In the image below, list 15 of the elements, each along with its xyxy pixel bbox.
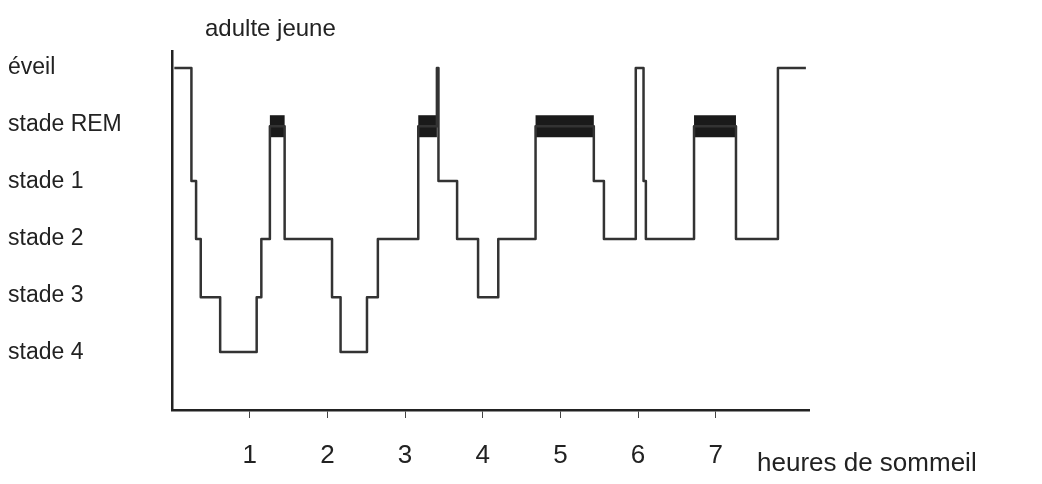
x-tick-label: 3 <box>397 438 413 469</box>
text: éveil <box>8 53 56 80</box>
x-tick-label: 4 <box>475 438 490 469</box>
x-tick-label: 6 <box>630 438 646 469</box>
x-tick-label: 7 <box>708 438 724 469</box>
chart-title: adulte jeune <box>205 14 336 42</box>
text: stade 3 <box>8 281 84 308</box>
text: stade 2 <box>8 224 84 251</box>
text: stade 4 <box>8 338 84 365</box>
x-tick-label: 5 <box>553 438 568 469</box>
x-tick-label: 2 <box>320 438 335 469</box>
text: stade REM <box>8 110 122 137</box>
x-tick-label: 1 <box>242 438 257 469</box>
x-axis-title: heures de sommeil <box>757 447 977 478</box>
text: stade 1 <box>8 167 84 194</box>
